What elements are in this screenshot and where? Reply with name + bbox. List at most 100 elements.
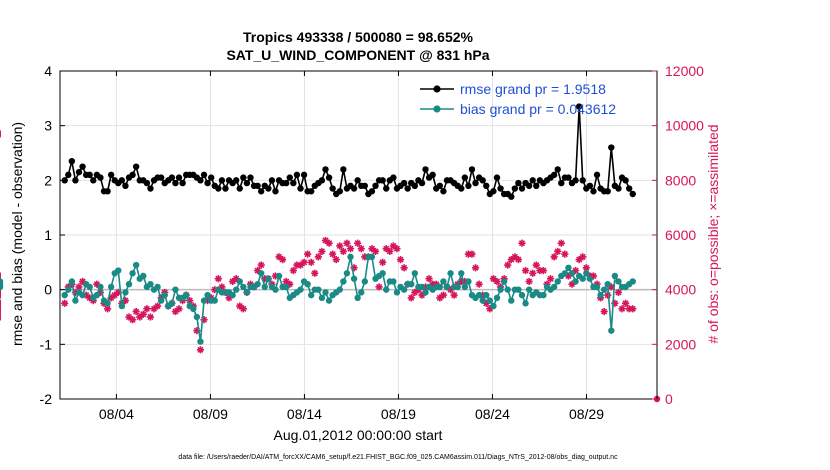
obs-star-stroke	[604, 292, 611, 299]
rmse-point	[283, 179, 290, 187]
rmse-point	[497, 185, 504, 192]
obs-star-stroke	[426, 275, 433, 282]
obs-star-stroke	[601, 308, 608, 315]
obs-count-point	[318, 247, 326, 255]
y-left-axis-label: rmse and bias (model - observation)	[9, 122, 25, 346]
obs-star-stroke	[518, 240, 526, 247]
rmse-point	[129, 171, 136, 179]
bias-point	[615, 278, 622, 285]
bias-point	[361, 278, 368, 285]
bias-point	[318, 294, 326, 302]
rmse-point	[325, 174, 333, 181]
x-tick-label: 08/24	[475, 406, 510, 422]
obs-count-point	[407, 294, 415, 302]
obs-count-point	[450, 291, 458, 299]
bias-point	[440, 278, 447, 285]
rmse-point	[265, 185, 272, 192]
obs-star-stroke	[311, 270, 318, 277]
bias-point	[254, 281, 261, 288]
obs-count-point	[354, 239, 362, 247]
legend-rmse-label: rmse grand pr = 1.9518	[460, 81, 606, 97]
obs-star-stroke	[440, 292, 447, 299]
rmse-point	[604, 188, 611, 195]
bias-point	[422, 289, 429, 296]
bias-point	[197, 338, 204, 345]
obs-star-stroke	[236, 302, 243, 310]
bias-point	[629, 278, 636, 285]
obs-star-stroke	[258, 261, 265, 269]
rmse-point	[518, 185, 526, 192]
bias-point	[193, 313, 201, 321]
rmse-point	[122, 182, 129, 189]
obs-count-point	[521, 266, 530, 275]
obs-star-stroke	[408, 294, 415, 301]
bias-point	[418, 283, 426, 291]
obs-star-stroke	[397, 256, 404, 263]
obs-star-stroke	[468, 251, 476, 258]
bias-point	[72, 297, 79, 304]
obs-count-point	[214, 275, 222, 283]
rmse-point	[511, 185, 519, 192]
bias-series	[0, 253, 636, 345]
rmse-point	[379, 177, 386, 184]
rmse-point	[75, 168, 83, 176]
y-left-tick-label: 3	[44, 118, 52, 134]
obs-count-point	[61, 299, 69, 307]
rmse-point	[629, 190, 636, 198]
obs-count-point	[336, 242, 344, 250]
bias-point	[597, 291, 604, 299]
obs-count-point	[400, 264, 408, 272]
obs-star-stroke	[354, 240, 361, 247]
obs-count-point	[311, 269, 319, 277]
obs-count-point	[329, 250, 337, 258]
obs-star-stroke	[75, 283, 83, 291]
rmse-point	[247, 174, 254, 181]
bias-point	[379, 270, 386, 277]
bias-point	[522, 300, 529, 307]
obs-count-point	[307, 258, 315, 266]
rmse-point	[554, 166, 561, 173]
bias-point	[611, 272, 619, 280]
obs-star-stroke	[515, 256, 522, 263]
obs-count-point	[143, 305, 151, 313]
bias-point	[204, 291, 211, 299]
obs-star-stroke	[386, 248, 393, 255]
bias-point	[479, 297, 486, 304]
obs-count-point	[325, 239, 333, 247]
bias-point	[107, 283, 115, 291]
rmse-point	[468, 166, 476, 173]
obs-star-stroke	[290, 267, 297, 274]
bias-point	[561, 270, 569, 277]
bias-point	[93, 291, 101, 299]
obs-count-point	[425, 275, 433, 283]
rmse-series	[61, 103, 636, 200]
rmse-point	[143, 179, 151, 187]
obs-count-point	[175, 305, 183, 313]
bias-point	[550, 283, 558, 291]
obs-count-point	[132, 307, 140, 316]
bias-point	[604, 281, 611, 288]
bias-point	[68, 278, 76, 285]
obs-star-stroke	[129, 316, 136, 323]
bias-point	[475, 291, 483, 299]
rmse-point	[286, 174, 293, 181]
bias-point	[132, 261, 140, 269]
obs-star-stroke	[451, 292, 458, 299]
rmse-point	[625, 185, 633, 192]
rmse-point	[593, 171, 601, 179]
obs-star-stroke	[615, 289, 622, 296]
obs-count-point	[386, 247, 394, 255]
rmse-point	[404, 185, 411, 192]
obs-count-point	[518, 239, 526, 247]
obs-star-stroke	[493, 278, 501, 285]
obs-star-stroke	[275, 253, 283, 260]
rmse-point	[558, 179, 565, 187]
obs-star-stroke	[554, 248, 561, 255]
x-axis-ticks: 08/04 08/09 08/14 08/19 08/24 08/29	[99, 71, 604, 422]
bias-point	[240, 283, 247, 291]
bias-point	[583, 270, 590, 277]
y-left-tick-label: 0	[44, 282, 52, 298]
obs-star-stroke	[379, 259, 386, 266]
obs-star-stroke	[618, 305, 626, 312]
obs-count-point	[257, 261, 265, 269]
